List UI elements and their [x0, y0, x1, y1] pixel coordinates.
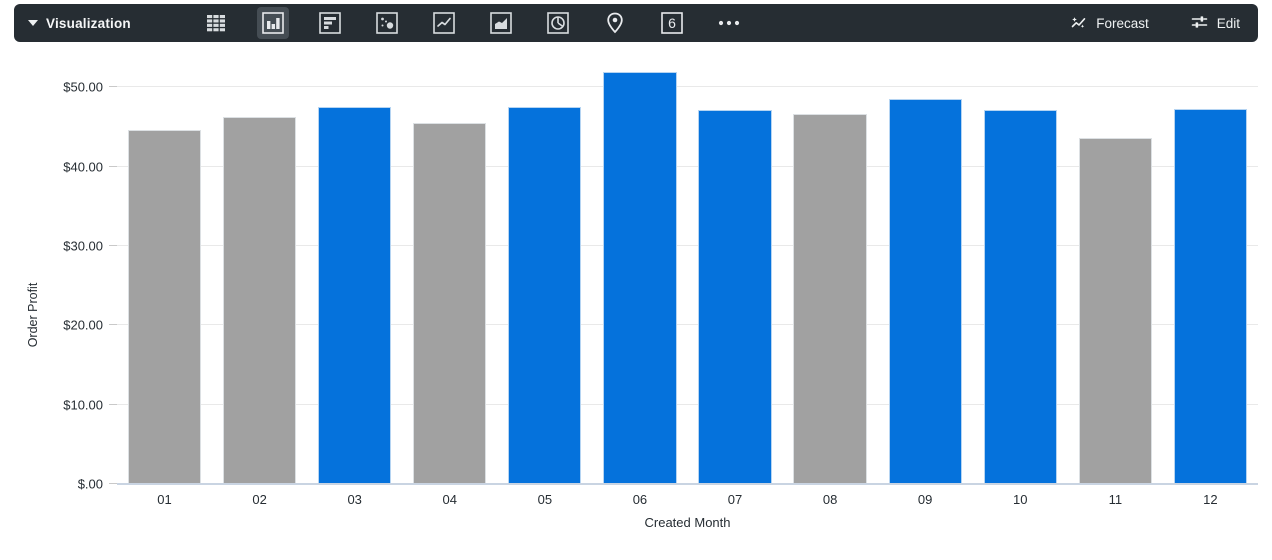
bar-slot	[497, 62, 592, 484]
x-tick-label: 02	[252, 492, 267, 507]
gridline	[117, 86, 1258, 88]
bar-month-03[interactable]	[318, 107, 392, 484]
bar-slot	[1163, 62, 1258, 484]
gridline	[117, 245, 1258, 247]
y-tick-label: $30.00	[63, 238, 103, 254]
pie-chart-icon[interactable]	[542, 7, 574, 39]
bar-month-04[interactable]	[413, 123, 487, 484]
gridline	[117, 165, 1258, 167]
y-tick-mark	[109, 403, 117, 405]
y-tick-label: $.00	[77, 476, 103, 492]
y-tick-label: $50.00	[63, 79, 103, 95]
x-tick-label: 09	[917, 492, 933, 507]
chevron-down-icon	[28, 20, 38, 26]
y-tick-mark	[109, 245, 117, 247]
map-icon[interactable]	[599, 7, 631, 39]
more-icon[interactable]	[713, 7, 745, 39]
gridline	[117, 324, 1258, 326]
single-value-glyph: 6	[668, 15, 676, 31]
y-axis-title: Order Profit	[26, 282, 40, 348]
bar-slot	[973, 62, 1068, 484]
x-axis-labels: 01 02 03 04 05 06 07 08 09 10 11 12	[117, 492, 1258, 507]
x-axis-line	[117, 483, 1258, 485]
bar-slot	[212, 62, 307, 484]
toolbar-title: Visualization	[46, 15, 131, 31]
table-icon[interactable]	[200, 7, 232, 39]
line-chart-icon[interactable]	[428, 7, 460, 39]
x-tick-label: 03	[347, 492, 362, 507]
bar-chart-icon[interactable]	[314, 7, 346, 39]
bar-slot	[1068, 62, 1163, 484]
bar-month-05[interactable]	[508, 107, 582, 484]
bar-month-11[interactable]	[1078, 138, 1152, 484]
bar-month-09[interactable]	[888, 99, 962, 484]
y-tick-mark	[109, 165, 117, 167]
area-chart-icon[interactable]	[485, 7, 517, 39]
visualization-collapse-toggle[interactable]: Visualization	[28, 16, 176, 31]
x-axis-title: Created Month	[644, 515, 731, 530]
y-tick-mark	[109, 324, 117, 326]
x-tick-label: 12	[1203, 492, 1218, 507]
plot-area: $50.00 $40.00 $30.00 $20.00 $10.00 $.00	[63, 62, 1258, 492]
bars-container	[117, 62, 1258, 484]
bar-month-08[interactable]	[793, 114, 867, 484]
x-tick-label: 07	[727, 492, 743, 507]
bar-month-01[interactable]	[127, 130, 202, 484]
single-value-icon[interactable]: 6	[656, 7, 688, 39]
forecast-label: Forecast	[1096, 15, 1149, 31]
bar-month-10[interactable]	[983, 109, 1057, 484]
bar-month-07[interactable]	[698, 109, 772, 484]
y-tick-mark	[109, 483, 117, 484]
forecast-icon	[1070, 14, 1087, 33]
bar-slot	[307, 62, 402, 484]
bar-month-02[interactable]	[223, 116, 297, 484]
visualization-toolbar: Visualization	[14, 4, 1258, 42]
edit-settings-icon	[1191, 14, 1208, 33]
bar-slot	[878, 62, 973, 484]
y-tick-mark	[109, 86, 117, 88]
column-chart-icon[interactable]	[257, 7, 289, 39]
bar-slot	[592, 62, 687, 484]
edit-button[interactable]: Edit	[1191, 14, 1240, 33]
x-tick-label: 11	[1108, 492, 1123, 507]
x-tick-label: 05	[537, 492, 553, 507]
y-tick-label: $20.00	[63, 317, 103, 333]
x-tick-label: 06	[632, 492, 648, 507]
x-tick-label: 08	[822, 492, 838, 507]
y-tick-label: $10.00	[63, 397, 103, 413]
x-tick-label: 10	[1013, 492, 1028, 507]
y-tick-label: $40.00	[63, 159, 103, 175]
x-tick-label: 01	[157, 492, 172, 507]
column-chart: Order Profit $50.00 $40.00 $30.00 $20.00 $10…	[0, 42, 1272, 560]
bar-slot	[117, 62, 212, 484]
scatter-icon[interactable]	[371, 7, 403, 39]
edit-label: Edit	[1216, 15, 1240, 31]
gridline	[117, 403, 1258, 405]
bar-slot	[402, 62, 497, 484]
bar-slot	[783, 62, 878, 484]
bar-month-06[interactable]	[603, 72, 677, 484]
x-tick-label: 04	[442, 492, 457, 507]
bar-month-12[interactable]	[1173, 108, 1247, 484]
bar-slot	[687, 62, 782, 484]
chart-type-switcher: 6	[200, 7, 745, 39]
forecast-button[interactable]: Forecast	[1070, 14, 1149, 33]
